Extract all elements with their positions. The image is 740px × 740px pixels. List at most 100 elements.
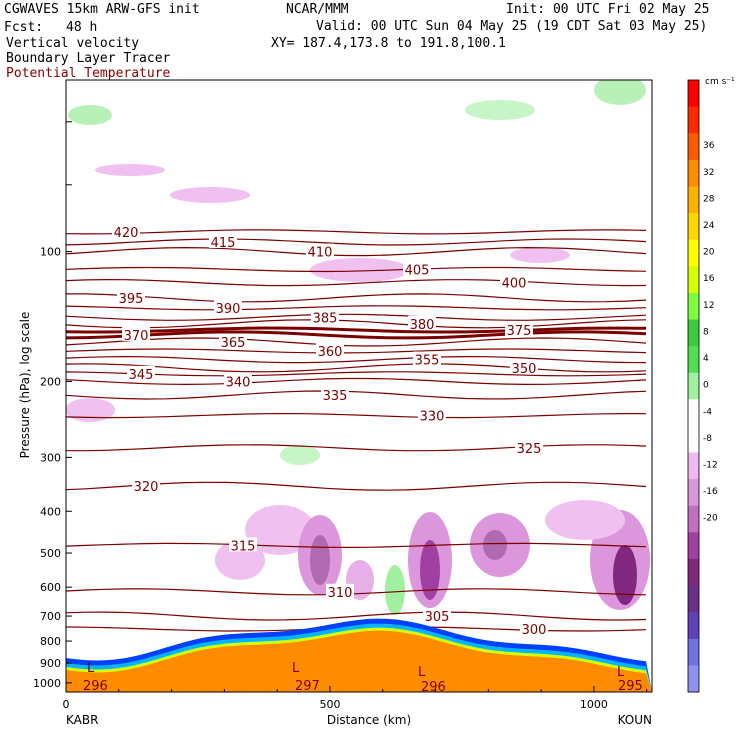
- terrain: [66, 618, 652, 692]
- velocity-blob: [66, 398, 115, 422]
- theta-label: 340: [226, 375, 251, 390]
- terrain-fill: [66, 630, 652, 692]
- theta-label: 400: [502, 277, 527, 292]
- theta-contour: [66, 337, 647, 347]
- low-marker: L: [617, 665, 625, 680]
- y-tick-label: 900: [40, 657, 61, 670]
- contour-label-bg: [224, 373, 252, 388]
- contour-label-bg: [306, 243, 334, 258]
- y-tick-label: 800: [40, 635, 61, 648]
- y-tick-label: 500: [40, 547, 61, 560]
- low-marker: L: [292, 661, 300, 676]
- y-axis: 100 200 300 400 500 600 700 800 900 1000: [33, 121, 72, 690]
- theta-contour: [66, 319, 647, 329]
- y-tick-label: 400: [40, 505, 61, 518]
- x-tick-label: 1000: [580, 698, 608, 711]
- theta-label: 350: [512, 362, 537, 377]
- velocity-blob: [594, 80, 646, 105]
- y-tick-label: 100: [40, 246, 61, 259]
- colorbar-swatch: [688, 133, 699, 161]
- y-tick-label: 300: [40, 451, 61, 464]
- colorbar-frame: [687, 79, 700, 693]
- forecast-label: Fcst:: [4, 20, 44, 35]
- velocity-blob: [170, 187, 250, 203]
- colorbar-label: 28: [703, 194, 715, 204]
- colorbar-swatch: [688, 665, 699, 693]
- velocity-blob: [245, 505, 315, 555]
- theta-contour: [66, 313, 647, 321]
- colorbar-swatch: [688, 372, 699, 400]
- colorbar-swatch: [688, 452, 699, 480]
- field-vertical-velocity: Vertical velocity: [6, 36, 140, 51]
- theta-contour: [66, 293, 647, 303]
- valid-time: Valid: 00 UTC Sun 04 May 25 (19 CDT Sat …: [316, 19, 708, 34]
- contour-label-bg: [418, 407, 446, 422]
- contour-label-bg: [515, 439, 543, 454]
- forecast-value: 48 h: [66, 20, 98, 35]
- velocity-blob: [420, 540, 440, 600]
- theta-label: 420: [114, 226, 139, 241]
- contour-label-bg: [127, 365, 155, 380]
- theta-label: 380: [410, 318, 435, 333]
- theta-contour: [66, 377, 647, 386]
- colorbar-swatch: [688, 292, 699, 320]
- contour-label-bg: [219, 333, 247, 348]
- colorbar-swatch: [688, 558, 699, 587]
- theta-contour: [66, 481, 647, 491]
- contour-label-bg: [132, 478, 160, 493]
- theta-contour: [66, 542, 647, 549]
- theta-label: 335: [323, 389, 348, 404]
- contour-label-bg: [321, 386, 349, 401]
- theta-contour: [66, 246, 647, 257]
- contour-labels: 420 415 410 405 400 395 390 385 380 375 370 365 360 3…: [83, 223, 643, 695]
- contour-label-bg: [510, 359, 538, 374]
- colorbar-label: -12: [703, 460, 718, 470]
- contour-label-bg: [316, 342, 344, 357]
- surface-theta-label: 297: [295, 679, 320, 694]
- colorbar-label: 8: [703, 327, 709, 337]
- velocity-blob: [310, 258, 410, 282]
- velocity-blob: [95, 164, 165, 176]
- colorbar: 36 32 28 24 20 16 12 8 4 0 -4 -8 -12 -16 -20: [687, 79, 718, 693]
- colorbar-label: -4: [703, 407, 712, 417]
- init-time: Init: 00 UTC Fri 02 May 25: [506, 2, 710, 17]
- velocity-blob: [483, 530, 507, 560]
- theta-label: 415: [211, 236, 236, 251]
- velocity-blob: [280, 445, 320, 465]
- theta-contour: [66, 611, 647, 621]
- colorbar-label: 36: [703, 141, 715, 151]
- theta-label: 405: [405, 263, 430, 278]
- theta-label: 360: [318, 345, 343, 360]
- contour-label-bg: [209, 234, 237, 249]
- colorbar-label: 4: [703, 354, 709, 364]
- theta-label: 315: [231, 539, 256, 554]
- theta-contour: [66, 588, 647, 596]
- theta-label: 300: [522, 623, 547, 638]
- theta-contour: [66, 330, 647, 340]
- contour-label-bg: [520, 620, 548, 635]
- contour-label-bg: [408, 315, 436, 330]
- contour-label-bg: [500, 274, 528, 289]
- theta-contour: [66, 412, 647, 419]
- chart-title: CGWAVES 15km ARW-GFS init: [4, 2, 200, 17]
- x-tick-label: 0: [63, 698, 70, 711]
- theta-contour: [66, 355, 647, 364]
- field-boundary-layer: Boundary Layer Tracer: [6, 51, 171, 66]
- contour-label-bg: [229, 537, 257, 552]
- colorbar-swatch: [688, 186, 699, 214]
- colorbar-label: -8: [703, 434, 712, 444]
- low-marker: L: [418, 665, 426, 680]
- colorbar-swatch: [688, 425, 699, 454]
- theta-label: 330: [420, 410, 445, 425]
- colorbar-label: -20: [703, 514, 718, 524]
- colorbar-swatch: [688, 346, 699, 374]
- theta-contour: [66, 266, 647, 273]
- contour-label-bg: [311, 309, 339, 324]
- x-axis-title: Distance (km): [327, 713, 411, 727]
- colorbar-label: 0: [703, 381, 709, 391]
- colorbar-swatch: [688, 399, 699, 427]
- y-axis-title: Pressure (hPa), log scale: [18, 312, 32, 459]
- surface-theta-label: 296: [83, 679, 108, 694]
- theta-label: 305: [425, 610, 450, 625]
